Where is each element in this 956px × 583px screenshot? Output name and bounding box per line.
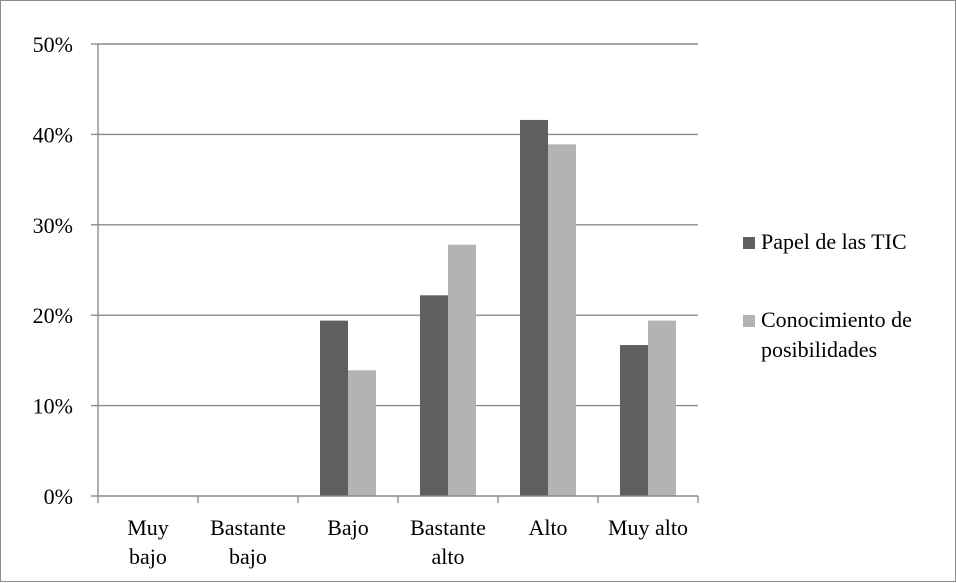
y-tick-labels: 0% 10% 20% 30% 40% 50%: [33, 32, 73, 509]
legend-swatch: [743, 237, 755, 249]
bar: [420, 295, 448, 496]
x-category-label: Bastante alto: [410, 515, 486, 569]
legend-label: Papel de las TIC: [761, 229, 907, 254]
legend-label: Conocimiento de posibilidades: [761, 307, 912, 362]
y-tick-label: 10%: [33, 394, 73, 419]
bar: [320, 320, 348, 496]
gridlines: [98, 43, 698, 407]
x-category-label: Alto: [528, 515, 567, 540]
x-category-label: Bajo: [327, 515, 369, 540]
bar: [448, 244, 476, 496]
bar: [348, 370, 376, 496]
x-category-label: Bastante bajo: [210, 515, 286, 569]
y-tick-label: 0%: [44, 484, 73, 509]
legend-swatch: [743, 315, 755, 327]
x-category-label: Muy alto: [608, 515, 688, 540]
x-category-label: Muy bajo: [127, 515, 169, 569]
y-tick-label: 30%: [33, 213, 73, 238]
bars: [320, 119, 676, 496]
y-tick-label: 20%: [33, 303, 73, 328]
y-tick-label: 50%: [33, 32, 73, 57]
bar: [648, 320, 676, 496]
bar: [520, 119, 548, 496]
legend: Papel de las TIC Conocimiento de posibilid…: [743, 229, 912, 362]
axes: [91, 43, 699, 503]
bar: [620, 345, 648, 496]
bar: [548, 144, 576, 496]
y-tick-label: 40%: [33, 122, 73, 147]
x-category-labels: Muy bajo Bastante bajo Bajo Bastante alto Alto M…: [127, 515, 688, 569]
